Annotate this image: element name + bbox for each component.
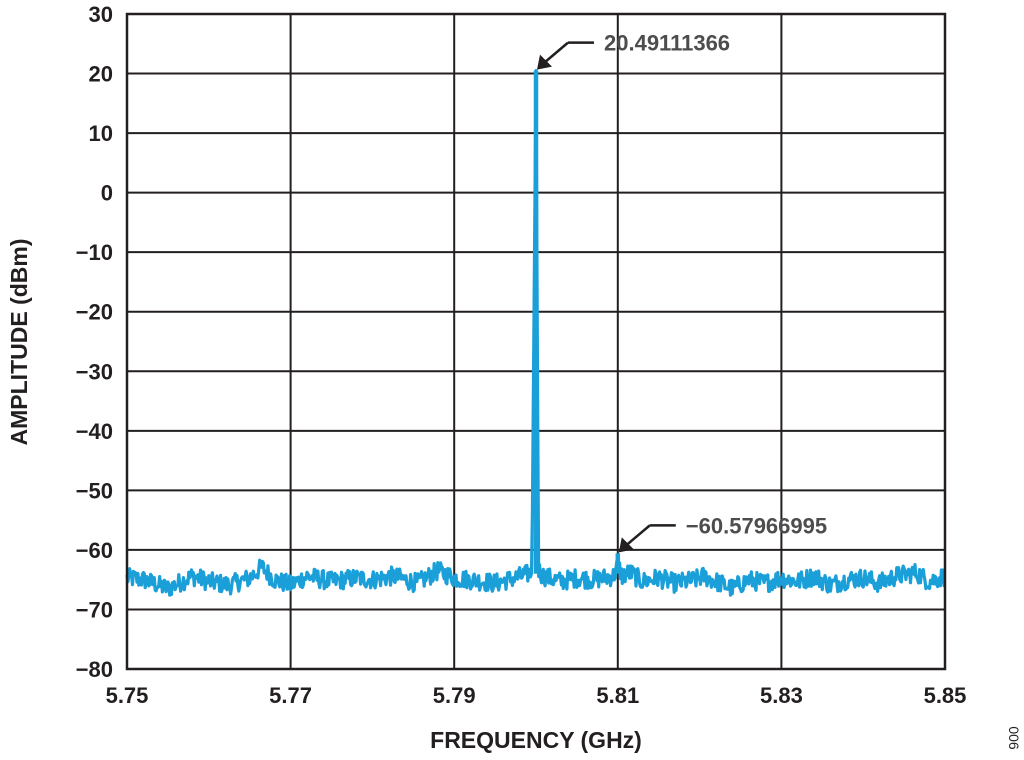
x-tick-label: 5.75 xyxy=(106,683,149,708)
y-tick-label: 0 xyxy=(101,181,113,206)
y-tick-label: −80 xyxy=(76,657,113,682)
y-axis-title: AMPLITUDE (dBm) xyxy=(6,239,32,446)
y-tick-label: 20 xyxy=(89,62,113,87)
annotation-arrowhead xyxy=(618,537,634,553)
x-tick-label: 5.77 xyxy=(269,683,312,708)
annotation-arrowhead xyxy=(537,54,552,70)
annotation-label: −60.57966995 xyxy=(686,513,827,538)
x-axis-title: FREQUENCY (GHz) xyxy=(430,727,642,753)
y-tick-label: −50 xyxy=(76,478,113,503)
y-tick-label: −10 xyxy=(76,240,113,265)
spectrum-trace xyxy=(125,69,947,597)
y-tick-label: −20 xyxy=(76,300,113,325)
y-tick-label: 30 xyxy=(89,2,113,27)
y-tick-labels: 30 20 10 0 −10 −20 −30 −40 −50 −60 −70 −80 xyxy=(76,2,113,682)
annotations: 20.49111366 −60.57966995 xyxy=(537,31,827,553)
y-tick-label: 10 xyxy=(89,121,113,146)
y-tick-label: −60 xyxy=(76,538,113,563)
peak-annotation: −60.57966995 xyxy=(618,513,827,553)
y-tick-label: −30 xyxy=(76,359,113,384)
peak-annotation: 20.49111366 xyxy=(537,31,730,70)
figure-id: 006 xyxy=(1006,726,1022,750)
x-tick-label: 5.85 xyxy=(924,683,967,708)
annotation-label: 20.49111366 xyxy=(604,31,730,56)
y-tick-label: −40 xyxy=(76,419,113,444)
x-tick-labels: 5.75 5.77 5.79 5.81 5.83 5.85 xyxy=(106,683,967,708)
x-tick-label: 5.79 xyxy=(433,683,476,708)
y-tick-label: −70 xyxy=(76,597,113,622)
x-tick-label: 5.83 xyxy=(760,683,803,708)
x-tick-label: 5.81 xyxy=(596,683,639,708)
plot-frame xyxy=(125,12,947,671)
spectrum-trace-group xyxy=(125,69,947,597)
